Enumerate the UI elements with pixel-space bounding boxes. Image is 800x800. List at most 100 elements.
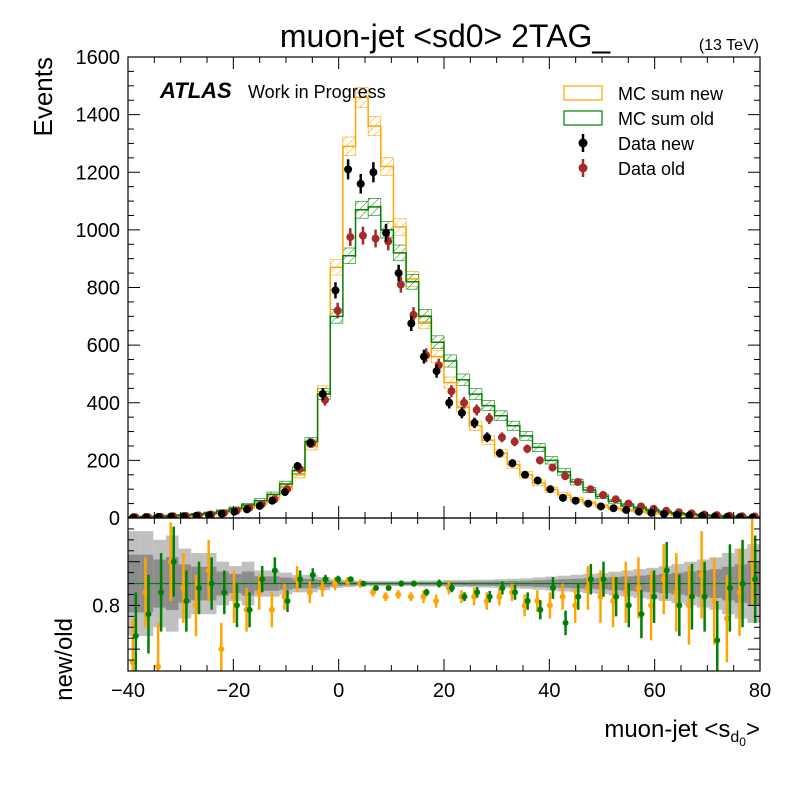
y-tick-label: 600 [87, 335, 120, 357]
data-new-point [217, 509, 226, 518]
data-new-point [331, 286, 340, 295]
x-axis-label-sub: d [730, 729, 739, 746]
data-new-point [723, 512, 732, 518]
mc-ratio-point [676, 602, 683, 609]
legend-label-mc-old: MC sum old [618, 109, 714, 129]
data-ratio-point [597, 593, 604, 600]
data-old-point [548, 463, 557, 472]
mc-ratio-point [562, 619, 569, 626]
data-new-point [735, 513, 744, 518]
mc-ratio-point [233, 602, 240, 609]
data-ratio-point [230, 593, 237, 600]
x-tick-label: 40 [538, 680, 560, 702]
data-old-point [358, 231, 367, 240]
legend-label-data-old: Data old [618, 159, 685, 179]
atlas-label: ATLAS [159, 78, 232, 103]
x-tick-label: 80 [749, 680, 771, 702]
data-old-point [447, 387, 456, 396]
mc-ratio-point [309, 571, 316, 578]
data-new-point [609, 504, 618, 513]
data-old-point [333, 306, 342, 315]
data-new-point [698, 511, 707, 518]
data-new-point [495, 449, 504, 458]
data-new-point [634, 507, 643, 516]
data-ratio-point [648, 602, 655, 609]
mc-ratio-point [271, 567, 278, 574]
data-old-point [535, 456, 544, 465]
data-ratio-point [129, 659, 136, 666]
mc-ratio-point [524, 598, 531, 605]
data-ratio-point [673, 589, 680, 596]
mc-ratio-point [638, 611, 645, 618]
mc-ratio-point [537, 606, 544, 613]
mc-ratio-point [372, 584, 379, 591]
mc-ratio-point [347, 576, 354, 583]
mc-ratio-point [461, 593, 468, 600]
data-old-point [624, 499, 633, 508]
mc-ratio-point [221, 589, 228, 596]
data-ratio-point [584, 584, 591, 591]
data-old-point [611, 495, 620, 504]
data-ratio-point [332, 580, 339, 587]
data-ratio-point [610, 598, 617, 605]
data-new-point [685, 511, 694, 518]
data-ratio-point [483, 598, 490, 605]
data-new-point [344, 165, 353, 174]
data-new-point [483, 433, 492, 442]
data-ratio-point [256, 589, 263, 596]
x-tick-label: 0 [333, 680, 344, 702]
data-ratio-point [193, 602, 200, 609]
data-new-point [571, 496, 580, 505]
mc-ratio-point [170, 558, 177, 565]
x-tick-label: −20 [216, 680, 250, 702]
axis-ticks [127, 56, 761, 672]
mc-ratio-point [423, 589, 430, 596]
data-old-point [460, 398, 469, 407]
data-old-point [497, 433, 506, 442]
data-ratio-point [281, 593, 288, 600]
data-new-point [660, 509, 669, 518]
data-new-point [647, 508, 656, 517]
legend-swatch-mc-new [563, 85, 603, 101]
energy-label: (13 TeV) [699, 37, 759, 54]
y-tick-label: 1400 [76, 105, 121, 127]
data-ratio-point [382, 593, 389, 600]
data-old-point [599, 490, 608, 499]
data-new-point [293, 462, 302, 471]
x-axis-label-subsub: 0 [739, 735, 746, 749]
legend-marker-data-new [578, 138, 588, 148]
data-new-point [129, 513, 138, 518]
data-ratio-point [218, 646, 225, 653]
data-new-point [230, 507, 239, 516]
x-axis-label: muon-jet <sd0> [604, 716, 760, 749]
x-tick-label: −40 [111, 680, 145, 702]
data-ratio-point [572, 602, 579, 609]
data-ratio-point [369, 589, 376, 596]
y-tick-label: 200 [87, 450, 120, 472]
data-new-point [141, 513, 150, 518]
data-ratio-point [698, 571, 705, 578]
data-ratio-point [534, 598, 541, 605]
legend-label-data-new: Data new [618, 134, 695, 154]
mc-ratio-point [145, 611, 152, 618]
data-new-point [533, 476, 542, 485]
data-new-point [419, 352, 428, 361]
ratio-y-tick-label: 0.8 [92, 595, 120, 617]
mc-ratio-point [701, 593, 708, 600]
data-new-point [369, 168, 378, 177]
mc-ratio-point [208, 580, 215, 587]
data-new-point [306, 439, 315, 448]
mc-ratio-point [688, 593, 695, 600]
data-old-point [561, 472, 570, 481]
data-new-point [546, 485, 555, 494]
data-new-point [192, 511, 201, 518]
data-old-point [485, 414, 494, 423]
status-label: Work in Progress [248, 82, 386, 102]
data-ratio-point [685, 602, 692, 609]
data-ratio-point [319, 584, 326, 591]
data-old-point [510, 437, 519, 446]
mc-ratio-point [486, 593, 493, 600]
data-ratio-point [559, 593, 566, 600]
data-ratio-point [635, 584, 642, 591]
mc-ratio-point [651, 593, 658, 600]
